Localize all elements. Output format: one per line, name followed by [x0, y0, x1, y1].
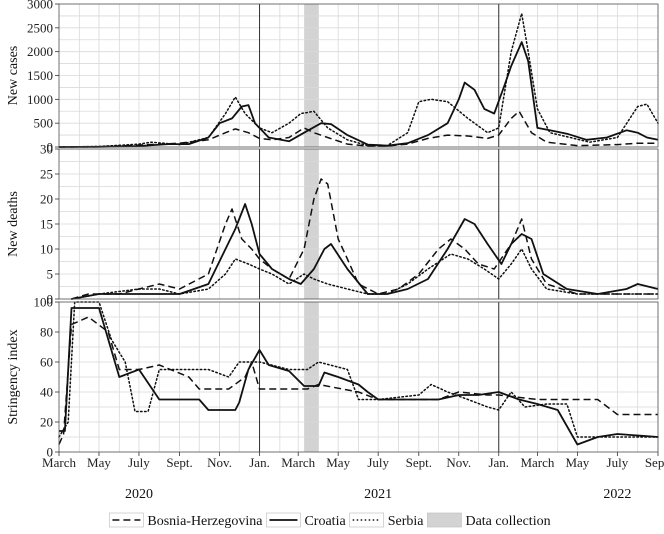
year-label: 2020 — [125, 487, 153, 502]
y-tick-label: 20 — [40, 192, 53, 207]
y-tick-label: 30 — [40, 142, 53, 157]
x-tick-label: Nov. — [446, 455, 471, 470]
x-tick-label: March — [520, 455, 554, 470]
legend-key-box — [350, 513, 384, 527]
y-tick-label: 2500 — [27, 20, 53, 35]
y-axis-title: New deaths — [6, 191, 21, 257]
y-tick-label: 1000 — [27, 92, 53, 107]
x-tick-label: March — [42, 455, 76, 470]
x-tick-label: July — [607, 455, 629, 470]
legend-label: Serbia — [388, 514, 425, 529]
x-tick-label: July — [367, 455, 389, 470]
y-tick-label: 10 — [40, 242, 53, 257]
x-tick-label: May — [87, 455, 111, 470]
y-tick-label: 20 — [40, 415, 53, 430]
legend-label: Data collection — [465, 514, 550, 529]
y-tick-label: 100 — [34, 295, 54, 310]
y-axis-title: Stringency index — [6, 329, 21, 424]
legend-item: Bosnia-Herzegovina — [109, 513, 263, 529]
x-tick-label: Sept. — [645, 455, 664, 470]
x-tick-label: Jan. — [249, 455, 270, 470]
legend-item: Croatia — [266, 513, 346, 529]
y-tick-label: 40 — [40, 385, 53, 400]
x-tick-label: May — [326, 455, 350, 470]
y-tick-label: 2000 — [27, 44, 53, 59]
y-tick-label: 60 — [40, 355, 53, 370]
x-tick-label: Nov. — [207, 455, 232, 470]
legend-label: Bosnia-Herzegovina — [147, 514, 263, 529]
x-tick-label: Sept. — [166, 455, 192, 470]
x-tick-label: Jan. — [488, 455, 509, 470]
y-tick-label: 1500 — [27, 68, 53, 83]
x-tick-label: Sept. — [406, 455, 432, 470]
year-label: 2021 — [364, 487, 392, 502]
y-tick-label: 500 — [34, 116, 54, 131]
y-tick-label: 3000 — [27, 0, 53, 12]
x-tick-label: May — [565, 455, 589, 470]
legend-key-shaded — [427, 513, 461, 527]
y-tick-label: 80 — [40, 325, 53, 340]
y-axis-title: New cases — [6, 46, 21, 105]
legend: Bosnia-Herzegovina Croatia Serbia Data coll… — [109, 513, 550, 529]
year-label: 2022 — [603, 487, 631, 502]
legend-item: Data collection — [427, 513, 550, 529]
legend-item: Serbia — [350, 513, 425, 529]
x-tick-label: July — [128, 455, 150, 470]
y-tick-label: 25 — [40, 167, 53, 182]
x-tick-label: March — [281, 455, 315, 470]
y-tick-label: 15 — [40, 217, 53, 232]
y-tick-label: 5 — [47, 267, 54, 282]
legend-label: Croatia — [304, 514, 346, 529]
